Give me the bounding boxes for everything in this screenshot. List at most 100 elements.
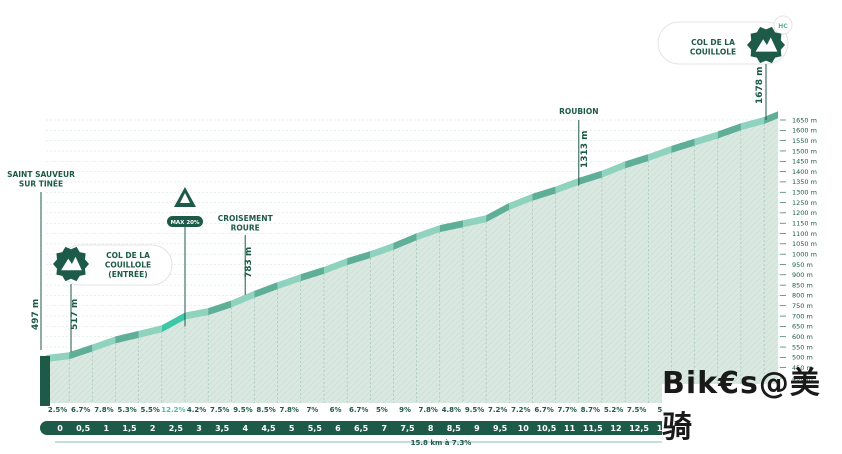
gradient-label: 5.5%: [141, 406, 160, 414]
col-entree-name: COUILLOLE: [105, 261, 151, 270]
gradient-label: 7.8%: [280, 406, 299, 414]
profile-segment: [69, 344, 93, 360]
y-tick-label: 400 m: [792, 374, 813, 382]
start-point-altitude: 497 m: [31, 299, 41, 330]
profile-segment: [115, 330, 139, 344]
max-badge: [166, 216, 203, 227]
y-tick-label: 1650 m: [792, 116, 817, 124]
x-tick-label: 6: [335, 424, 341, 433]
profile-segment: [764, 111, 778, 124]
profile-segment: [231, 290, 255, 308]
x-tick-label: 12: [610, 424, 621, 433]
start-point-name: SUR TINÉE: [19, 180, 63, 189]
x-tick-label: 4: [243, 424, 249, 433]
category-badge: [773, 15, 793, 35]
profile-ribbon: [40, 111, 778, 406]
summit-altitude: 1678 m: [755, 66, 765, 104]
profile-segment: [578, 170, 602, 185]
col-entree-name: COL DE LA: [106, 251, 150, 260]
gradient-label: 7.5%: [627, 406, 646, 414]
y-tick-label: 950 m: [792, 261, 813, 269]
y-tick-label: 1500 m: [792, 147, 817, 155]
x-tick-label: 4,5: [261, 424, 276, 433]
summit-icon: [747, 26, 785, 64]
gradient-labels: 2.5% 6.7% 7.8% 5.3% 5.5% 12.2% 4.2% 7.5% 9.5% 8.5…: [48, 406, 663, 414]
profile-segment: [208, 300, 232, 316]
x-tick-label: 10,5: [537, 424, 557, 433]
x-tick-label: 9: [474, 424, 480, 433]
y-tick-label: 1100 m: [792, 230, 817, 238]
x-axis-bar: [40, 421, 784, 435]
roubion-name: ROUBION: [559, 107, 598, 116]
profile-segment: [717, 123, 741, 139]
x-tick-label: 11: [564, 424, 576, 433]
y-tick-label: 750 m: [792, 302, 813, 310]
x-tick-label: 12,5: [629, 424, 649, 433]
watermark-text: Bik€s@美骑: [662, 366, 821, 445]
max-badge-label: MAX 20%: [170, 220, 200, 226]
gradient-label: 4.2%: [187, 406, 206, 414]
profile-area: [46, 114, 778, 403]
y-axis-ticks: 400 m 450 m 500 m 550 m 600 m 650 m 700 m 750 m…: [780, 116, 817, 382]
y-tick-label: 1200 m: [792, 209, 817, 217]
croisement-name: ROURE: [231, 224, 260, 233]
y-tick-label: 1400 m: [792, 168, 817, 176]
y-tick-label: 450 m: [792, 364, 813, 372]
gradient-label: 9.5%: [465, 406, 484, 414]
gradient-label: 7.7%: [557, 406, 576, 414]
y-tick-label: 550 m: [792, 343, 813, 351]
profile-segment: [625, 154, 649, 169]
profile-segment: [323, 258, 348, 274]
mountain-icon: [755, 37, 778, 52]
total-label: 15.8 km à 7.3%: [411, 439, 472, 447]
gradient-label: 7.2%: [488, 406, 507, 414]
col-entree-icon: [53, 246, 89, 282]
gradient-label: 5: [657, 406, 662, 414]
x-tick-label: 8,5: [447, 424, 462, 433]
summit-name: COUILLOLE: [690, 48, 736, 57]
y-tick-label: 1600 m: [792, 127, 817, 135]
profile-segment: [509, 193, 533, 210]
gradient-label: 5.2%: [604, 406, 623, 414]
col-entree-name: (ENTRÉE): [108, 270, 147, 279]
y-tick-label: 1050 m: [792, 240, 817, 248]
y-tick-label: 1000 m: [792, 250, 817, 258]
profile-segment: [486, 202, 510, 223]
y-tick-label: 600 m: [792, 333, 813, 341]
x-tick-label: 5: [289, 424, 295, 433]
y-tick-label: 800 m: [792, 292, 813, 300]
profile-segment: [300, 266, 324, 282]
x-tick-label: 9,5: [493, 424, 508, 433]
gradient-label: 12.2%: [161, 406, 185, 414]
profile-segment: [370, 242, 394, 259]
summit-name: COL DE LA: [691, 38, 735, 47]
x-tick-label: 3: [196, 424, 202, 433]
profile-segment: [138, 325, 162, 338]
profile-segment: [694, 131, 718, 146]
y-tick-label: 1550 m: [792, 137, 817, 145]
y-tick-label: 1150 m: [792, 220, 817, 228]
gradient-label: 8.5%: [256, 406, 275, 414]
x-tick-label: 10: [518, 424, 530, 433]
profile-segment: [555, 177, 579, 194]
mountain-icon: [61, 256, 82, 271]
gradient-label: 7.8%: [419, 406, 438, 414]
x-tick-label: 7: [382, 424, 388, 433]
y-tick-label: 1450 m: [792, 158, 817, 166]
profile-segment: [648, 145, 672, 162]
start-point-name: SAINT SAUVEUR: [7, 170, 75, 179]
x-tick-label: 1: [104, 424, 110, 433]
km-gridlines: [68, 124, 765, 403]
y-tick-label: 700 m: [792, 312, 813, 320]
roubion-altitude: 1313 m: [580, 130, 590, 168]
gradient-label: 9.5%: [233, 406, 252, 414]
y-tick-label: 1350 m: [792, 178, 817, 186]
x-axis: 0 0,5 1 1,5 2 2,5 3 3,5 4 4,5 5 5,5 6 6,5 7 7,5 8 8,5 9 9,5…: [40, 421, 784, 447]
x-tick-label: 6,5: [354, 424, 369, 433]
category-label: HC: [778, 23, 788, 30]
profile-segment: [347, 251, 371, 266]
profile-segment: [161, 312, 185, 333]
x-tick-label: 2: [150, 424, 156, 433]
croisement-altitude: 783 m: [244, 247, 254, 278]
gradient-label: 9%: [399, 406, 411, 414]
